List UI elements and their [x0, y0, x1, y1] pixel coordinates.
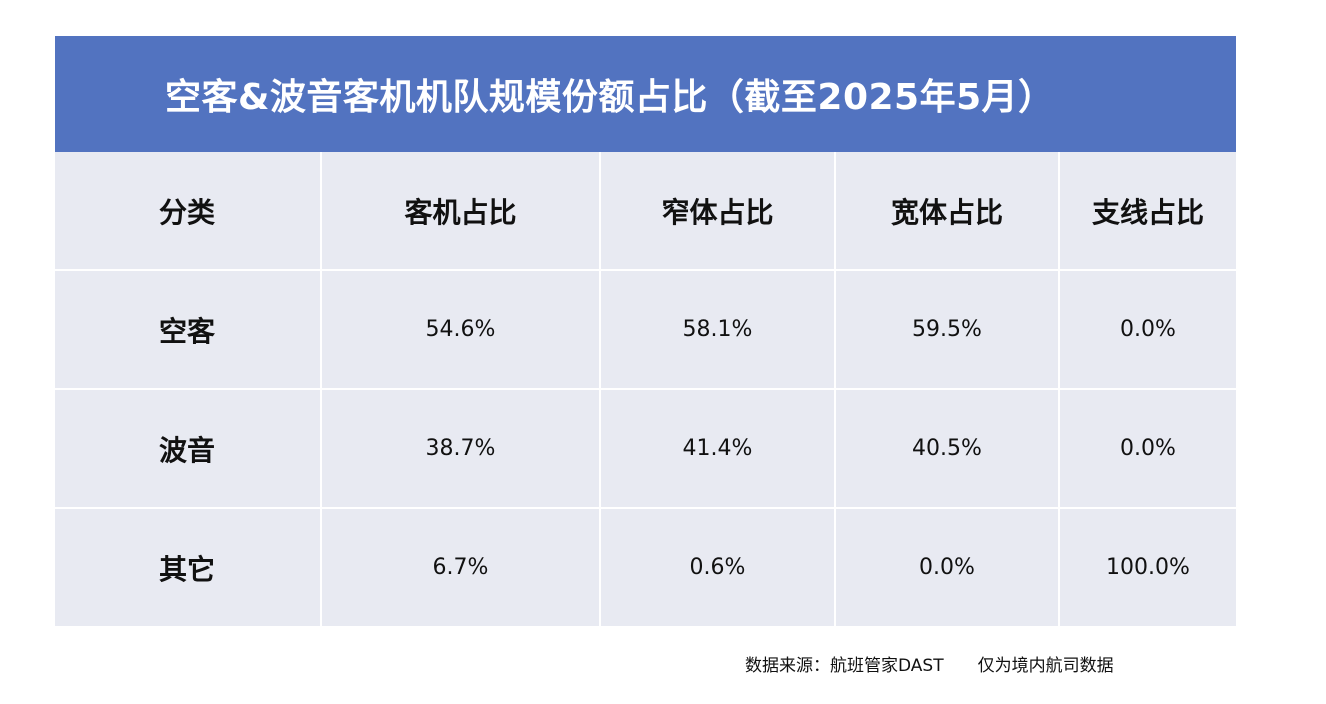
- cell-widebody-share: 0.0%: [834, 507, 1060, 626]
- footnote: 数据来源：航班管家DAST 仅为境内航司数据: [745, 651, 1114, 676]
- share-table: 分类 客机占比 窄体占比 宽体占比 支线占比 空客 54.6% 58.1% 59…: [55, 152, 1236, 626]
- cell-regional-share: 0.0%: [1058, 269, 1236, 390]
- row-label: 波音: [55, 388, 322, 509]
- cell-widebody-share: 40.5%: [834, 388, 1060, 509]
- table-title: 空客&波音客机机队规模份额占比（截至2025年5月）: [165, 77, 1055, 118]
- cell-regional-share: 0.0%: [1058, 388, 1236, 509]
- table-row-airbus: 空客 54.6% 58.1% 59.5% 0.0%: [55, 269, 1236, 390]
- header-narrowbody-share: 窄体占比: [599, 152, 836, 271]
- table-row-boeing: 波音 38.7% 41.4% 40.5% 0.0%: [55, 388, 1236, 509]
- row-label: 其它: [55, 507, 322, 626]
- cell-passenger-share: 6.7%: [320, 507, 601, 626]
- title-bar: 空客&波音客机机队规模份额占比（截至2025年5月）: [55, 36, 1236, 152]
- cell-passenger-share: 54.6%: [320, 269, 601, 390]
- header-passenger-share: 客机占比: [320, 152, 601, 271]
- cell-widebody-share: 59.5%: [834, 269, 1060, 390]
- cell-narrowbody-share: 0.6%: [599, 507, 836, 626]
- header-widebody-share: 宽体占比: [834, 152, 1060, 271]
- cell-narrowbody-share: 41.4%: [599, 388, 836, 509]
- scope-note: 仅为境内航司数据: [977, 656, 1114, 676]
- row-label: 空客: [55, 269, 322, 390]
- header-category: 分类: [55, 152, 322, 271]
- header-regional-share: 支线占比: [1058, 152, 1236, 271]
- table-row-other: 其它 6.7% 0.6% 0.0% 100.0%: [55, 507, 1236, 626]
- header-row: 分类 客机占比 窄体占比 宽体占比 支线占比: [55, 152, 1236, 271]
- cell-narrowbody-share: 58.1%: [599, 269, 836, 390]
- cell-passenger-share: 38.7%: [320, 388, 601, 509]
- cell-regional-share: 100.0%: [1058, 507, 1236, 626]
- source-note: 数据来源：航班管家DAST: [745, 656, 944, 676]
